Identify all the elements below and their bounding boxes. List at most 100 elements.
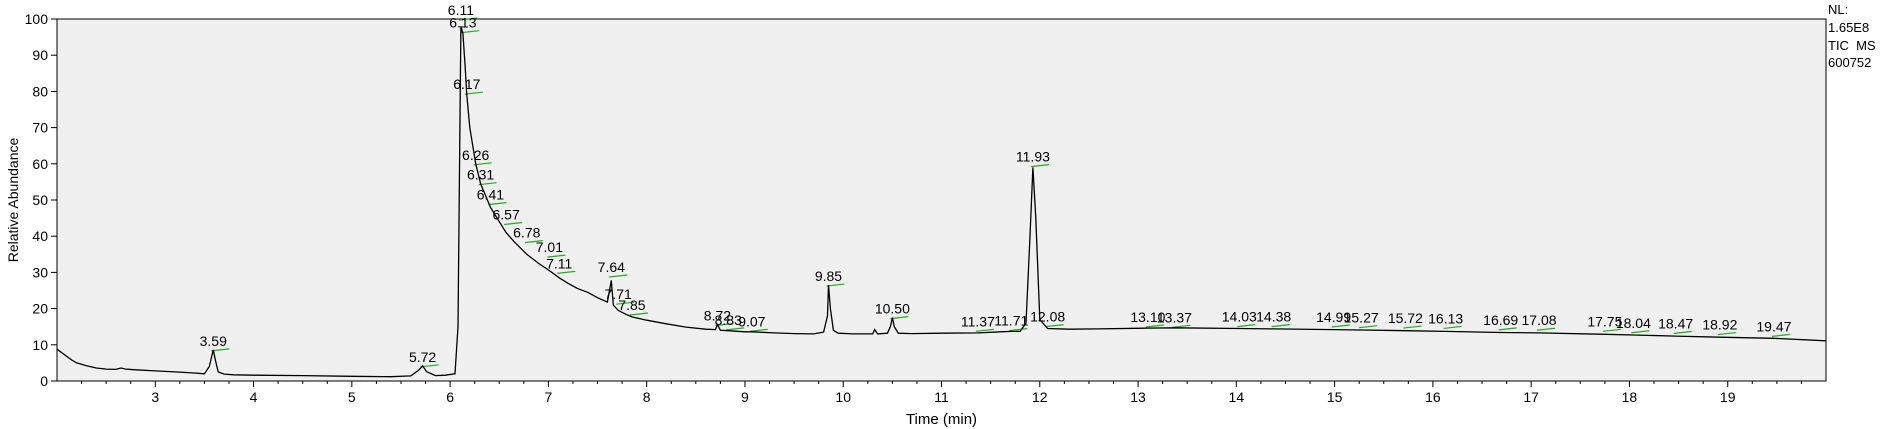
x-tick-label: 19 bbox=[1720, 389, 1736, 405]
peak-marker bbox=[1172, 324, 1191, 328]
peak-marker bbox=[460, 30, 479, 34]
y-tick-label: 100 bbox=[25, 11, 49, 27]
nl-label: NL: bbox=[1828, 2, 1849, 17]
peak-label: 6.11 bbox=[448, 2, 474, 18]
peak-label: 6.26 bbox=[462, 147, 489, 163]
peak-label: 6.13 bbox=[449, 15, 476, 31]
peak-marker bbox=[1009, 327, 1028, 332]
x-tick-label: 7 bbox=[544, 389, 552, 405]
peak-marker bbox=[890, 316, 909, 320]
y-tick-label: 90 bbox=[32, 47, 48, 63]
y-tick-label: 40 bbox=[32, 228, 48, 244]
y-tick-label: 70 bbox=[32, 120, 48, 136]
peak-marker bbox=[547, 254, 566, 258]
peak-label: 11.71 bbox=[994, 313, 1028, 329]
peak-label: 15.72 bbox=[1388, 310, 1423, 326]
peak-marker bbox=[1359, 325, 1378, 329]
peak-marker bbox=[1271, 324, 1290, 328]
peak-marker bbox=[749, 328, 768, 332]
peak-marker bbox=[1673, 330, 1692, 335]
peak-marker bbox=[211, 348, 230, 352]
chromatogram-trace bbox=[56, 26, 1827, 378]
peak-label: 14.03 bbox=[1222, 309, 1257, 325]
x-tick-label: 17 bbox=[1523, 389, 1539, 405]
x-tick-label: 16 bbox=[1425, 389, 1441, 405]
x-tick-label: 15 bbox=[1327, 389, 1343, 405]
peak-label: 18.92 bbox=[1702, 317, 1737, 333]
x-tick-label: 14 bbox=[1229, 389, 1245, 405]
peak-label: 6.31 bbox=[467, 167, 494, 183]
peak-marker bbox=[1536, 327, 1556, 331]
x-axis-ticks: 3 4 5 6 7 8 9 10 11 12 13 14 15 16 17 18 19 bbox=[81, 381, 1802, 405]
peak-marker bbox=[1331, 324, 1350, 328]
peak-marker bbox=[1602, 328, 1621, 332]
y-axis-ticks: 0 10 20 30 40 50 60 70 80 90 100 bbox=[25, 11, 57, 389]
x-tick-label: 10 bbox=[835, 389, 851, 405]
peak-marker bbox=[826, 283, 845, 287]
peak-marker bbox=[1443, 325, 1462, 330]
peak-marker bbox=[1030, 164, 1049, 168]
peak-label: 7.01 bbox=[536, 239, 563, 255]
x-tick-label: 4 bbox=[250, 389, 258, 405]
y-tick-label: 30 bbox=[32, 264, 48, 280]
peak-marker bbox=[488, 202, 507, 206]
y-tick-label: 20 bbox=[32, 301, 48, 317]
nl-value: 1.65E8 bbox=[1828, 20, 1870, 35]
peak-marker bbox=[458, 17, 477, 21]
peak-label: 7.71 bbox=[605, 286, 632, 302]
peak-label: 7.85 bbox=[618, 297, 645, 313]
peak-marker bbox=[1045, 324, 1064, 328]
x-tick-label: 11 bbox=[934, 389, 949, 405]
peak-marker bbox=[1717, 331, 1736, 336]
peak-label: 16.13 bbox=[1428, 310, 1463, 326]
peak-marker-layer bbox=[211, 17, 1790, 368]
peak-label: 14.38 bbox=[1256, 309, 1291, 325]
peak-label: 6.17 bbox=[453, 76, 480, 92]
peak-marker bbox=[975, 328, 994, 332]
peak-label: 11.93 bbox=[1016, 149, 1050, 165]
y-axis-label: Relative Abundance bbox=[5, 138, 21, 263]
scan-mode: TIC MS bbox=[1828, 38, 1876, 53]
x-tick-label: 5 bbox=[348, 389, 356, 405]
peak-marker bbox=[1403, 325, 1422, 329]
peak-label: 7.11 bbox=[546, 255, 572, 271]
peak-label-layer: 3.59 5.72 6.116.13 6.17 6.26 6.31 6.41 6.57 6.78… bbox=[200, 2, 1792, 365]
y-tick-label: 60 bbox=[32, 156, 48, 172]
sample-id: 600752 bbox=[1828, 55, 1872, 70]
peak-marker bbox=[1237, 324, 1256, 328]
peak-label: 15.27 bbox=[1344, 310, 1379, 326]
peak-marker bbox=[1498, 327, 1517, 331]
peak-label: 6.41 bbox=[477, 187, 504, 203]
x-tick-label: 6 bbox=[446, 389, 454, 405]
peak-marker bbox=[1145, 324, 1164, 328]
peak-label: 19.47 bbox=[1756, 318, 1791, 334]
peak-label: 8.83 bbox=[715, 312, 742, 328]
peak-label: 16.69 bbox=[1483, 312, 1518, 328]
peak-label: 12.08 bbox=[1030, 309, 1065, 325]
peak-label: 13.37 bbox=[1157, 309, 1192, 325]
peak-marker bbox=[629, 312, 648, 316]
y-tick-label: 10 bbox=[32, 337, 48, 353]
peak-label: 9.07 bbox=[738, 313, 765, 329]
peak-label: 3.59 bbox=[200, 333, 227, 349]
peak-label: 17.08 bbox=[1522, 312, 1557, 328]
x-tick-label: 12 bbox=[1032, 389, 1048, 405]
peak-label: 6.78 bbox=[513, 225, 540, 241]
peak-label: 7.64 bbox=[598, 259, 625, 275]
y-tick-label: 50 bbox=[32, 192, 48, 208]
peak-label: 18.04 bbox=[1616, 315, 1651, 331]
peak-marker bbox=[726, 327, 745, 331]
x-axis-label: Time (min) bbox=[906, 411, 977, 428]
y-tick-label: 80 bbox=[32, 83, 48, 99]
plot-area bbox=[56, 18, 1827, 382]
peak-label: 9.85 bbox=[815, 268, 842, 284]
x-tick-label: 18 bbox=[1622, 389, 1638, 405]
x-tick-label: 9 bbox=[741, 389, 749, 405]
peak-label: 11.37 bbox=[961, 313, 995, 329]
peak-marker bbox=[464, 91, 483, 95]
x-tick-label: 13 bbox=[1130, 389, 1146, 405]
peak-label: 5.72 bbox=[409, 349, 436, 365]
x-tick-label: 8 bbox=[643, 389, 651, 405]
peak-label: 13.10 bbox=[1130, 309, 1165, 325]
